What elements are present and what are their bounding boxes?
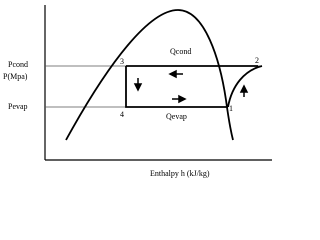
arrow-up bbox=[239, 84, 249, 97]
arrow-down bbox=[133, 78, 143, 92]
state-label: 3 bbox=[120, 57, 124, 66]
pevap-label: Pevap bbox=[8, 102, 28, 111]
arrow-left bbox=[168, 69, 183, 79]
state-label: 4 bbox=[120, 110, 124, 119]
qevap-label: Qevap bbox=[166, 112, 187, 121]
state-label: 2 bbox=[255, 56, 259, 65]
ph-diagram: Pcond P(Mpa) Pevap 3 2 4 1 Qcond Qevap E… bbox=[3, 5, 272, 178]
cycle bbox=[125, 65, 258, 108]
saturation-dome bbox=[65, 9, 234, 141]
arrow-right bbox=[172, 94, 187, 104]
pcond-label: Pcond bbox=[8, 60, 28, 69]
x-axis-label: Enthalpy h (kJ/kg) bbox=[150, 169, 210, 178]
compression bbox=[227, 65, 263, 108]
qcond-label: Qcond bbox=[170, 47, 191, 56]
state-label: 1 bbox=[229, 104, 233, 113]
y-axis-label: P(Mpa) bbox=[3, 72, 28, 81]
